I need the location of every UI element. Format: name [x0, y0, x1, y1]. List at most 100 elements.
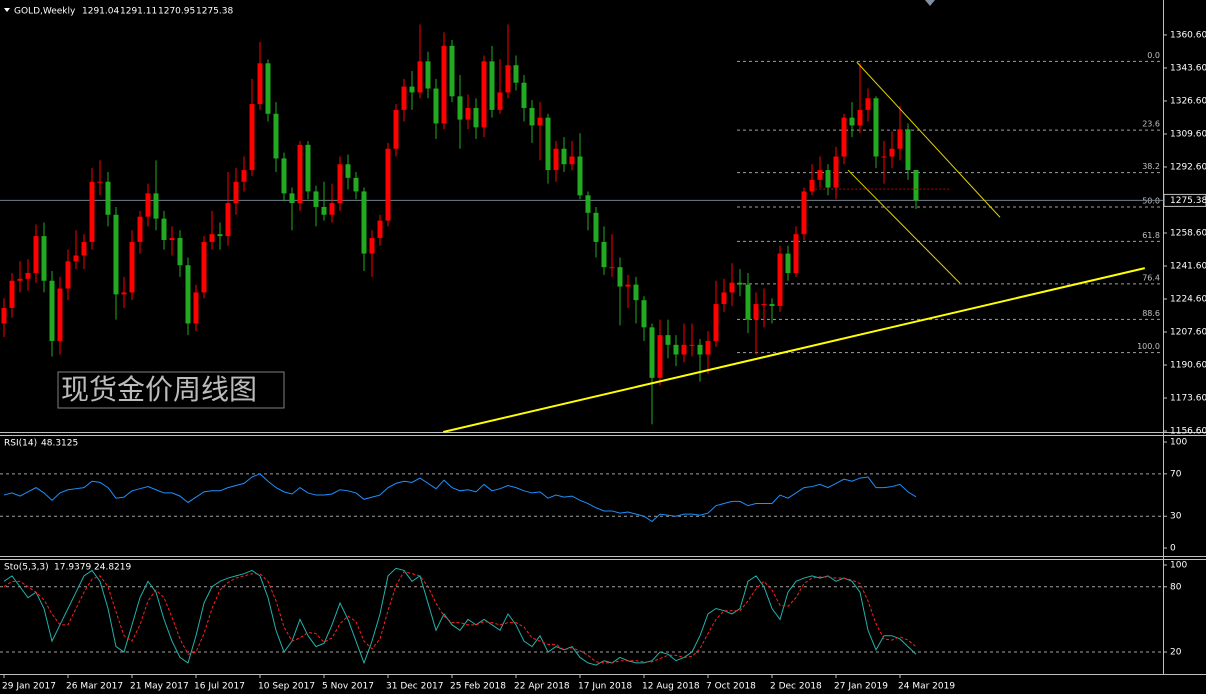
x-tick-label: 25 Feb 2018 — [450, 682, 506, 692]
shift-marker — [925, 0, 935, 6]
candle-body — [49, 280, 55, 341]
price-label-box — [1163, 193, 1206, 207]
candle-body — [113, 214, 119, 295]
candle-body — [161, 218, 167, 240]
fib-label: 0.0 — [1147, 51, 1160, 60]
candle-body — [473, 107, 479, 128]
candle-body — [905, 129, 911, 171]
y-tick-label: 1156.60 — [1170, 427, 1206, 437]
candle-body — [633, 284, 639, 301]
candle-body — [193, 292, 199, 324]
candle-body — [833, 156, 839, 188]
candle-body — [785, 253, 791, 273]
indicator-line — [3, 570, 917, 664]
candle-body — [521, 82, 527, 108]
candle-body — [697, 344, 703, 355]
menu-arrow[interactable] — [4, 8, 10, 12]
candle-body — [649, 327, 655, 378]
x-tick-label: 27 Jan 2019 — [834, 682, 888, 692]
candle-body — [849, 117, 855, 126]
header-open: 1291.04 — [82, 7, 119, 17]
plot: 1360.60 1343.60 1326.60 1309.60 1292.60 1258.… — [0, 24, 1206, 692]
sto-signal-value: 24.8219 — [94, 563, 131, 573]
y-tick-label: 1173.60 — [1170, 394, 1206, 404]
x-tick-label: 7 Oct 2018 — [706, 682, 756, 692]
x-tick-label: 16 Jul 2017 — [194, 682, 245, 692]
y-tick-label: 30 — [1170, 512, 1182, 522]
candle-body — [721, 292, 727, 305]
rsi-title: RSI(14) — [4, 439, 37, 449]
y-tick-label: 1292.60 — [1170, 162, 1206, 172]
candle-body — [97, 181, 103, 183]
candle-body — [801, 191, 807, 235]
candle-body — [73, 255, 79, 262]
candle-body — [89, 181, 95, 242]
y-tick-label: 1309.60 — [1170, 129, 1206, 139]
candle-body — [233, 181, 239, 204]
x-tick-label: 12 Aug 2018 — [642, 682, 700, 692]
candle-body — [617, 267, 623, 287]
candle-body — [385, 148, 391, 221]
annotation-box — [57, 371, 285, 409]
fib-label: 61.8 — [1142, 231, 1160, 240]
candle-body — [169, 238, 175, 240]
candle-body — [489, 61, 495, 110]
y-tick-label: 80 — [1170, 582, 1182, 592]
candle-body — [553, 148, 559, 171]
candle-body — [137, 216, 143, 242]
fib-label: 38.2 — [1142, 162, 1160, 171]
candle-body — [657, 335, 663, 378]
candle-body — [393, 109, 399, 149]
candle-body — [209, 234, 215, 242]
indicator-line — [3, 567, 917, 666]
candle-body — [465, 107, 471, 120]
candle-body — [361, 191, 367, 254]
candle-body — [329, 203, 335, 215]
y-tick-label: 1326.60 — [1170, 96, 1206, 106]
candle-body — [761, 304, 767, 306]
y-tick-label: 1224.60 — [1170, 295, 1206, 305]
candle-body — [33, 236, 39, 273]
y-tick-label: 70 — [1170, 469, 1182, 479]
candle-body — [57, 288, 63, 341]
candle-body — [689, 344, 695, 346]
candle-body — [457, 96, 463, 120]
candle-body — [177, 238, 183, 266]
fib-label: 88.6 — [1142, 309, 1160, 318]
y-tick-label: 1190.60 — [1170, 361, 1206, 371]
candle-body — [249, 104, 255, 171]
candle-body — [441, 45, 447, 124]
sto-main-value: 17.9379 — [54, 563, 91, 573]
candle-body — [145, 193, 151, 217]
candle-body — [201, 241, 207, 293]
trendline — [847, 169, 961, 284]
x-tick-label: 17 Jun 2018 — [578, 682, 632, 692]
candle-body — [289, 193, 295, 204]
chart-title: GOLD,Weekly — [14, 7, 76, 17]
candle-body — [65, 261, 71, 289]
fib-label: 100.0 — [1137, 342, 1160, 351]
candle-body — [809, 179, 815, 192]
candle-body — [401, 86, 407, 110]
candle-body — [729, 282, 735, 293]
candle-body — [593, 212, 599, 242]
y-tick-label: 1241.60 — [1170, 261, 1206, 271]
candle-body — [817, 170, 823, 180]
candle-body — [337, 164, 343, 204]
rsi-value: 48.3125 — [41, 439, 78, 449]
candle-body — [433, 88, 439, 124]
candle-body — [217, 234, 223, 237]
x-tick-label: 24 Mar 2019 — [898, 682, 955, 692]
candle-body — [873, 98, 879, 157]
candle-body — [17, 278, 23, 281]
candle-body — [9, 280, 15, 308]
x-tick-label: 2 Dec 2018 — [770, 682, 822, 692]
candle-body — [417, 61, 423, 93]
candle-body — [745, 284, 751, 320]
candle-body — [353, 177, 359, 192]
candle-body — [585, 195, 591, 213]
x-tick-label: 31 Dec 2017 — [386, 682, 444, 692]
candle-body — [865, 98, 871, 110]
x-tick-label: 21 May 2017 — [130, 682, 189, 692]
